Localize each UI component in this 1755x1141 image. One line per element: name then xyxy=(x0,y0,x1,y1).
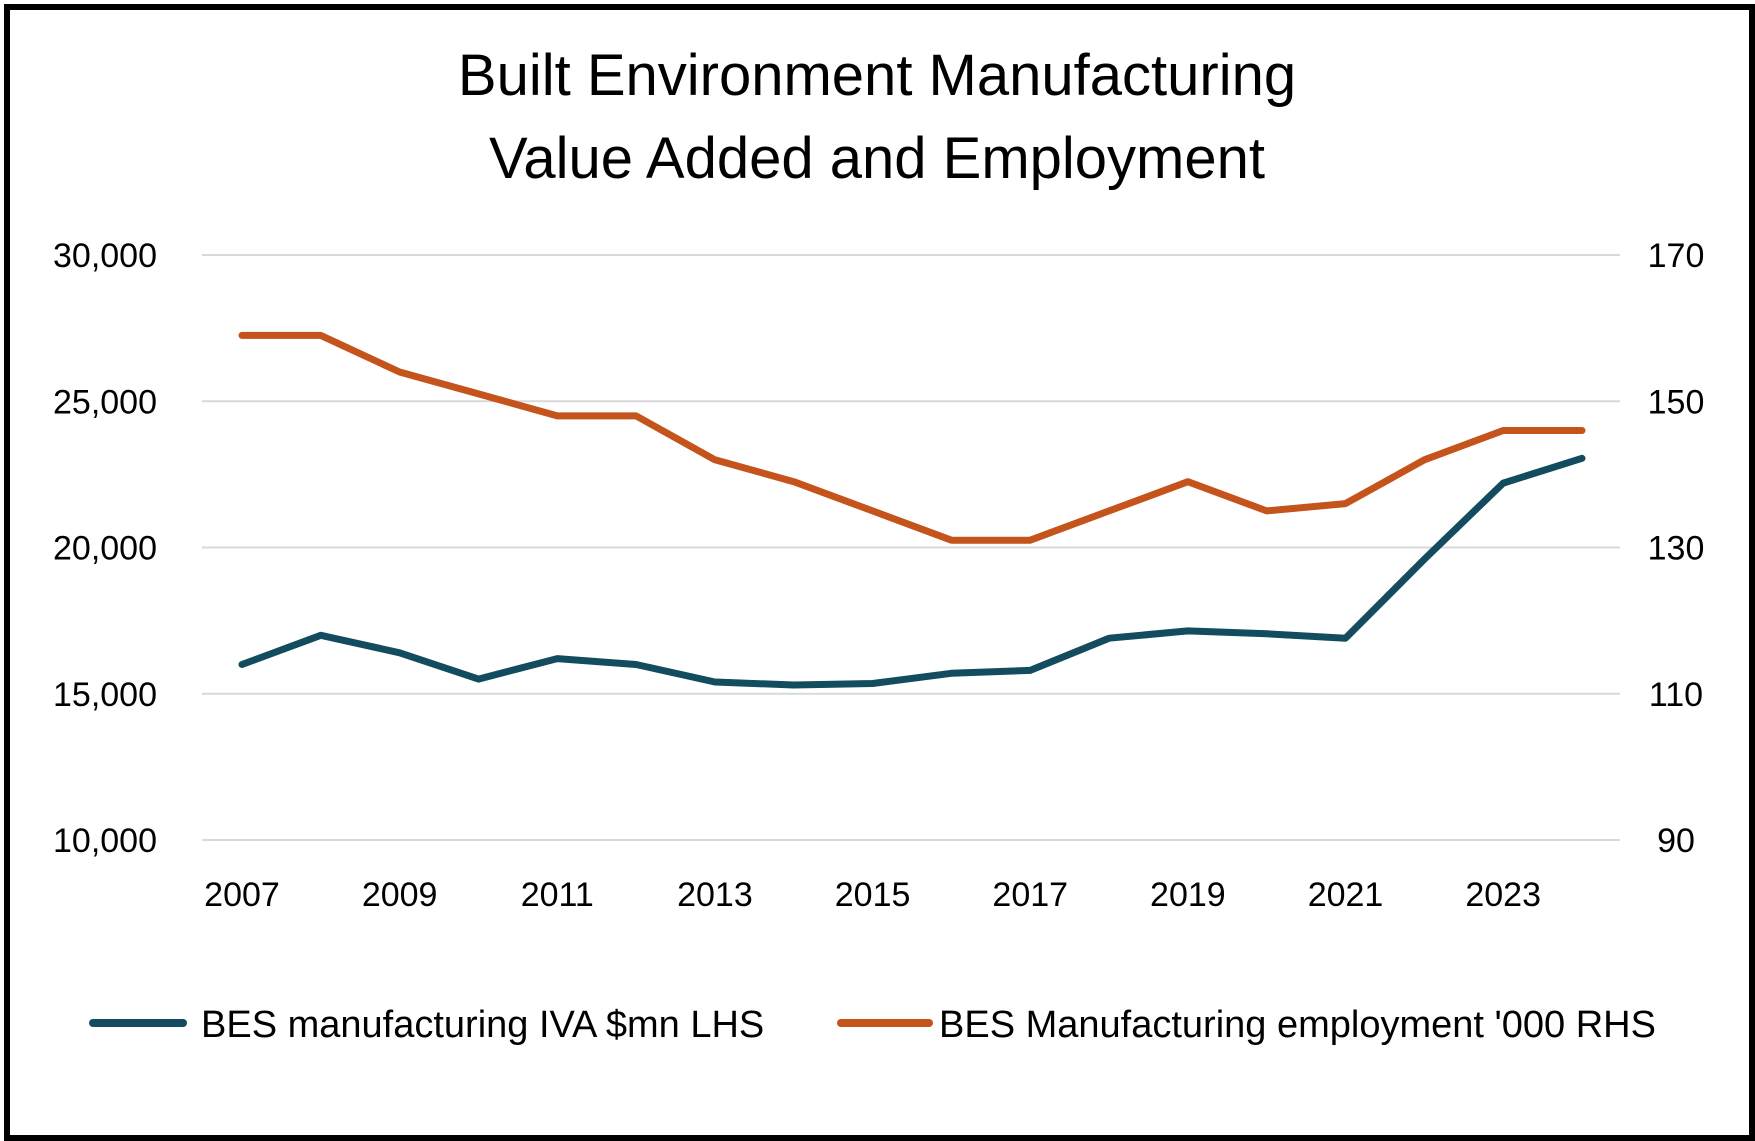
y-right-tick-label: 90 xyxy=(1657,822,1695,860)
x-tick-label: 2011 xyxy=(521,876,594,914)
y-left-tick-label: 30,000 xyxy=(53,237,157,275)
chart-title-line-1: Built Environment Manufacturing xyxy=(458,43,1296,108)
series-line-2 xyxy=(238,331,1586,544)
legend-label-2: BES Manufacturing employment '000 RHS xyxy=(939,1004,1656,1046)
chart-frame xyxy=(4,4,1755,1141)
gridlines xyxy=(202,254,1620,841)
x-tick-label: 2023 xyxy=(1465,876,1541,914)
y-left-tick-label: 25,000 xyxy=(53,383,157,421)
axis-ticks: 10,000 15,000 20,000 25,000 30,000 90 110 130 15… xyxy=(53,237,1704,914)
y-left-tick-label: 15,000 xyxy=(53,676,157,714)
y-right-tick-label: 110 xyxy=(1649,676,1703,714)
x-tick-label: 2007 xyxy=(204,876,280,914)
x-tick-label: 2017 xyxy=(992,876,1068,914)
series-line-1 xyxy=(238,454,1586,689)
chart-title-line-2: Value Added and Employment xyxy=(489,126,1265,191)
y-left-tick-label: 10,000 xyxy=(53,822,157,860)
y-right-tick-label: 130 xyxy=(1648,530,1705,568)
x-tick-label: 2021 xyxy=(1308,876,1384,914)
y-right-tick-label: 170 xyxy=(1648,237,1705,275)
y-right-tick-label: 150 xyxy=(1648,383,1705,421)
series-lines xyxy=(238,331,1586,689)
x-tick-label: 2009 xyxy=(362,876,438,914)
legend-label-1: BES manufacturing IVA $mn LHS xyxy=(201,1004,764,1046)
x-tick-label: 2019 xyxy=(1150,876,1226,914)
legend: BES manufacturing IVA $mn LHS BES Manufac… xyxy=(89,1004,1656,1046)
x-tick-label: 2013 xyxy=(677,876,753,914)
x-tick-label: 2015 xyxy=(835,876,911,914)
y-left-tick-label: 20,000 xyxy=(53,530,157,568)
